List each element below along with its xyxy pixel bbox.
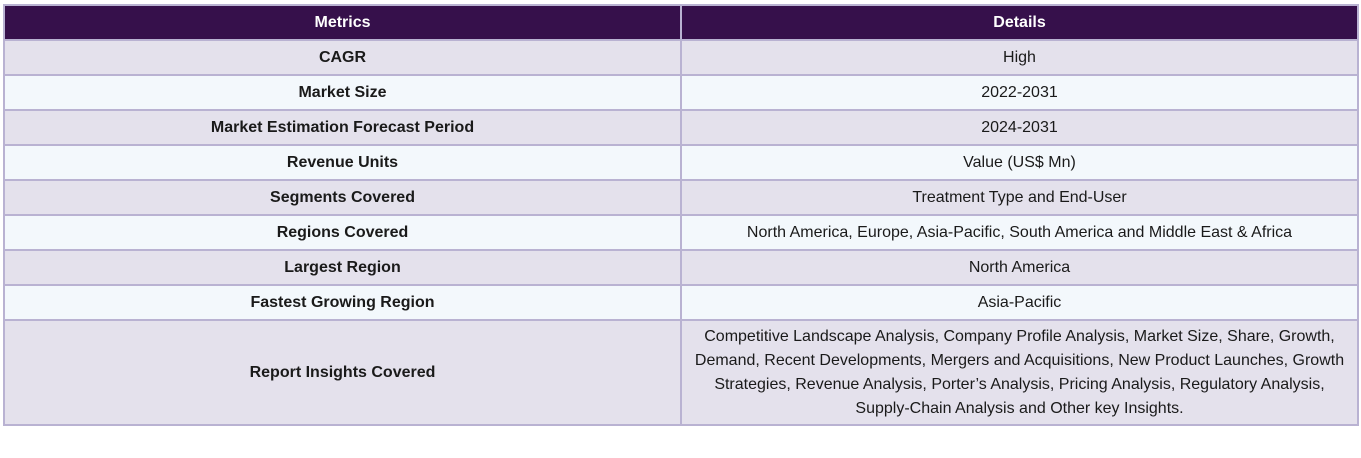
table-row: Segments Covered Treatment Type and End-… [3,179,1359,216]
detail-cell: Asia-Pacific [680,284,1359,321]
metric-cell: Segments Covered [3,179,682,216]
table-header-row: Metrics Details [3,4,1359,41]
table-row: Largest Region North America [3,249,1359,286]
metric-cell: Revenue Units [3,144,682,181]
detail-cell: Treatment Type and End-User [680,179,1359,216]
table-row: CAGR High [3,39,1359,76]
metric-cell: Largest Region [3,249,682,286]
detail-cell: High [680,39,1359,76]
report-metrics-table: Metrics Details CAGR High Market Size 20… [3,4,1359,426]
table-row: Report Insights Covered Competitive Land… [3,319,1359,426]
metric-cell: Fastest Growing Region [3,284,682,321]
metric-cell: Market Estimation Forecast Period [3,109,682,146]
metric-cell: Market Size [3,74,682,111]
metric-cell: CAGR [3,39,682,76]
table-row: Revenue Units Value (US$ Mn) [3,144,1359,181]
detail-cell: North America [680,249,1359,286]
table-row: Regions Covered North America, Europe, A… [3,214,1359,251]
header-metrics: Metrics [3,4,682,41]
metric-cell: Regions Covered [3,214,682,251]
detail-cell: 2024-2031 [680,109,1359,146]
report-metrics-table-container: Metrics Details CAGR High Market Size 20… [3,4,1359,426]
table-row: Fastest Growing Region Asia-Pacific [3,284,1359,321]
detail-cell: 2022-2031 [680,74,1359,111]
detail-cell: Competitive Landscape Analysis, Company … [680,319,1359,426]
table-row: Market Estimation Forecast Period 2024-2… [3,109,1359,146]
detail-cell: Value (US$ Mn) [680,144,1359,181]
detail-cell: North America, Europe, Asia-Pacific, Sou… [680,214,1359,251]
table-row: Market Size 2022-2031 [3,74,1359,111]
metric-cell: Report Insights Covered [3,319,682,426]
header-details: Details [680,4,1359,41]
